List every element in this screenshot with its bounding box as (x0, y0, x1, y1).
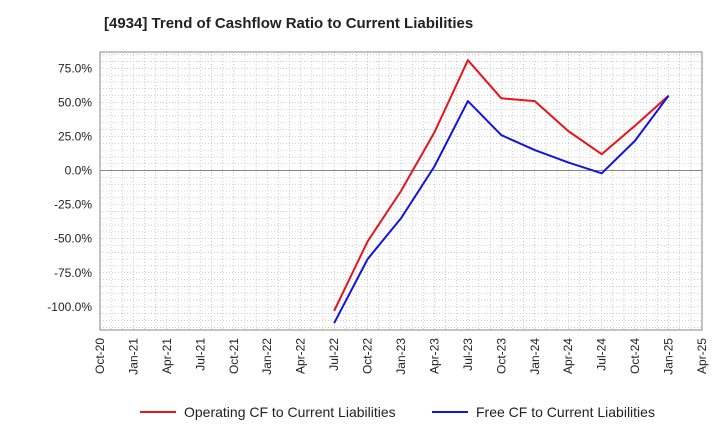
x-tick-label: Jan-21 (126, 338, 140, 375)
x-tick-label: Jul-23 (461, 338, 475, 371)
x-tick-label: Jan-22 (260, 338, 274, 375)
x-tick-label: Jan-25 (662, 338, 676, 375)
y-tick-label: 0.0% (65, 164, 93, 178)
x-tick-label: Apr-23 (427, 338, 441, 374)
y-axis-tick-labels: 75.0% 50.0% 25.0% 0.0% -25.0% -50.0% -75.0% -10… (47, 61, 92, 313)
plot-area-frame (99, 51, 703, 331)
x-tick-label: Jul-22 (327, 338, 341, 371)
y-tick-label: -25.0% (54, 198, 92, 212)
chart-title: [4934] Trend of Cashflow Ratio to Curren… (104, 15, 474, 32)
x-tick-label: Oct-23 (494, 338, 508, 374)
y-tick-label: 25.0% (58, 129, 92, 143)
y-tick-label: -50.0% (54, 232, 92, 246)
series-line-free-cf (333, 95, 670, 324)
x-tick-label: Jan-23 (394, 338, 408, 375)
x-tick-label: Jul-24 (595, 338, 609, 371)
legend-item-operating-cf: Operating CF to Current Liabilities (140, 404, 396, 420)
legend-label-operating-cf: Operating CF to Current Liabilities (184, 404, 396, 420)
x-axis-tick-labels: Oct-20 Jan-21 Apr-21 Jul-21 Oct-21 Jan-22 Apr-… (93, 338, 709, 375)
y-tick-label: -100.0% (47, 300, 92, 314)
x-tick-label: Oct-20 (93, 338, 107, 374)
x-tick-label: Jul-21 (193, 338, 207, 371)
x-tick-label: Apr-21 (160, 338, 174, 374)
x-tick-label: Oct-22 (361, 338, 375, 374)
x-tick-label: Jan-24 (528, 338, 542, 375)
legend-swatch-free-cf (432, 411, 468, 413)
y-tick-label: -75.0% (54, 266, 92, 280)
y-tick-label: 75.0% (58, 61, 92, 75)
x-tick-label: Oct-21 (227, 338, 241, 374)
x-tick-label: Apr-25 (695, 338, 709, 374)
series-lines (333, 59, 670, 324)
x-tick-label: Apr-24 (561, 338, 575, 374)
legend-item-free-cf: Free CF to Current Liabilities (432, 404, 655, 420)
legend-label-free-cf: Free CF to Current Liabilities (476, 404, 655, 420)
x-tick-label: Oct-24 (628, 338, 642, 374)
x-tick-label: Apr-22 (294, 338, 308, 374)
series-line-operating-cf (333, 59, 670, 312)
y-tick-label: 50.0% (58, 95, 92, 109)
legend-swatch-operating-cf (140, 411, 176, 413)
